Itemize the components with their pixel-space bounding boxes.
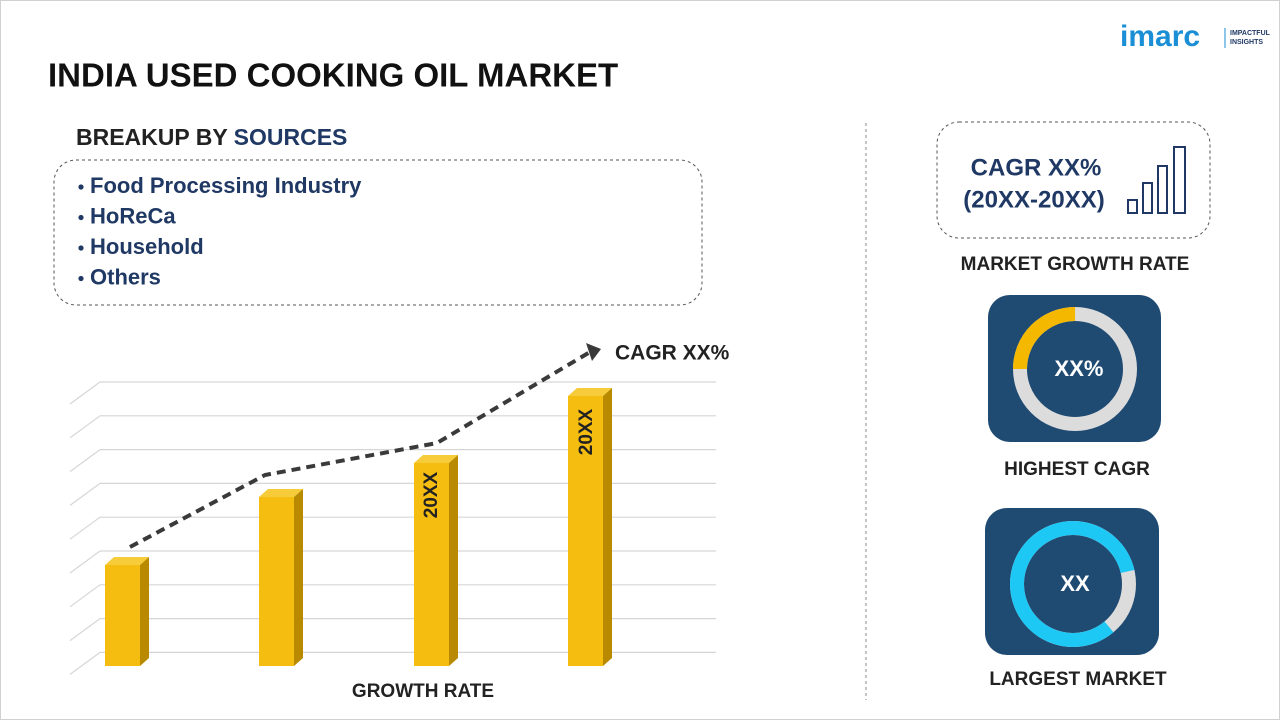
grid-line <box>69 550 101 574</box>
cagr-label: CAGR XX% <box>615 342 730 365</box>
donut-arc <box>1013 307 1137 431</box>
heading-highlight: SOURCES <box>234 124 348 150</box>
page-title: INDIA USED COOKING OIL MARKET <box>48 57 618 94</box>
grid-line <box>69 651 101 675</box>
bar-side <box>294 489 303 666</box>
bar-label: 20XX <box>576 408 597 455</box>
bar <box>568 396 603 666</box>
bar-label: 20XX <box>421 471 442 518</box>
grid-line <box>69 482 101 506</box>
brand-name: imarc <box>1120 20 1200 53</box>
breakup-item: Household <box>90 234 204 259</box>
stat-value: XX <box>1060 571 1090 596</box>
trend-arrowhead <box>586 343 601 361</box>
bar-top <box>414 455 458 463</box>
grid-line <box>69 516 101 540</box>
breakup-item: Others <box>90 264 161 289</box>
grid-line <box>69 415 101 439</box>
stat-value: CAGR XX% <box>971 154 1102 181</box>
bar <box>414 463 449 666</box>
brand-tagline: IMPACTFUL <box>1230 30 1271 37</box>
axis-label: GROWTH RATE <box>352 681 494 702</box>
stat-value: XX% <box>1055 356 1104 381</box>
stat-label: LARGEST MARKET <box>989 669 1167 690</box>
growth-icon <box>1127 146 1186 214</box>
bullet <box>78 214 84 221</box>
bullet <box>78 275 84 282</box>
breakup-item: Food Processing Industry <box>90 173 362 198</box>
bar <box>105 565 140 666</box>
trend-arrow <box>129 350 592 549</box>
brand-tagline: INSIGHTS <box>1230 39 1263 46</box>
breakup-heading: BREAKUP BY SOURCES <box>76 124 347 150</box>
breakup-item: HoReCa <box>90 203 176 228</box>
stat-label: HIGHEST CAGR <box>1004 459 1150 480</box>
bar-side <box>603 388 612 666</box>
stat-box <box>936 121 1211 239</box>
bar-side <box>140 557 149 666</box>
stat-value: (20XX-20XX) <box>963 186 1104 213</box>
bar-top <box>259 489 303 497</box>
grid-line <box>69 449 101 473</box>
bar <box>259 497 294 666</box>
grid-line <box>69 584 101 608</box>
breakup-box <box>53 159 703 306</box>
grid-line <box>69 381 101 405</box>
donut-arc <box>1010 521 1136 647</box>
bar-top <box>568 388 612 396</box>
heading-prefix: BREAKUP BY <box>76 124 227 150</box>
bar-side <box>449 455 458 666</box>
stat-label: MARKET GROWTH RATE <box>961 254 1190 275</box>
bullet <box>78 184 84 190</box>
grid-line <box>69 618 101 642</box>
bullet <box>78 245 84 251</box>
bar-top <box>105 557 149 565</box>
